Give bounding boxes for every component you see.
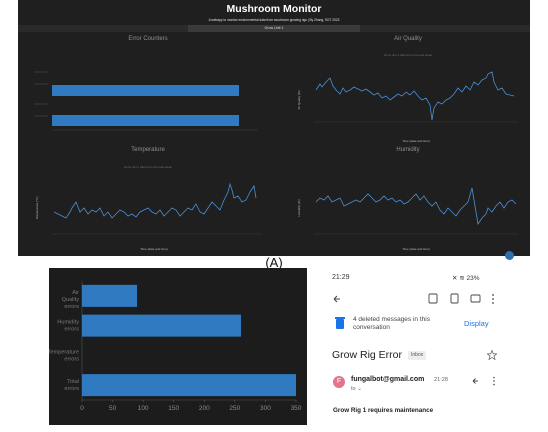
bar-category-label: Air Quality errors	[62, 290, 80, 310]
star-icon[interactable]	[487, 350, 497, 360]
sent-time: 21:28	[434, 377, 448, 383]
dashboard-subtitle: A webapp to monitor environmental data f…	[208, 18, 340, 22]
back-arrow-icon[interactable]	[333, 295, 340, 303]
tab-bar: Grow Unit 1	[18, 25, 530, 32]
air-quality-subtitle: show unit 1 data from the past week	[383, 53, 433, 57]
wifi-icon: ≋	[459, 275, 465, 282]
mail-icon[interactable]	[470, 294, 481, 303]
email-body: Grow Rig 1 requires maintenance	[333, 407, 434, 414]
more-vert-icon[interactable]	[492, 294, 494, 296]
humidity-xlabel: Time (date and time)	[402, 247, 430, 251]
error-counters-title: Error Counters	[128, 36, 168, 42]
email-subject: Grow Rig Error	[332, 349, 403, 361]
message-more-icon[interactable]	[493, 376, 495, 379]
deleted-messages-banner: 4 deleted messages in this conversation	[353, 316, 430, 331]
message-actions	[472, 376, 495, 386]
error-counters-bar	[52, 115, 239, 126]
recipient-line[interactable]: to ⌄	[351, 386, 362, 392]
status-bar-battery: ✕ ≋ 23%	[452, 274, 480, 282]
temperature-xlabel: Time (date and time)	[140, 247, 168, 251]
to-label: to	[351, 386, 356, 392]
error-counters-chart	[34, 71, 258, 131]
sender-address[interactable]: fungalbot@gmail.com	[351, 376, 425, 383]
archive-icon[interactable]	[428, 293, 438, 304]
scroll-fab-button[interactable]	[505, 251, 514, 260]
bar-category-label: Total errors	[64, 379, 79, 392]
error-bar	[82, 284, 138, 307]
display-button[interactable]: Display	[464, 319, 489, 328]
panel-a-caption: (A)	[265, 255, 283, 270]
x-tick-label: 350	[291, 405, 302, 412]
error-bar-chart-panel: Air Quality errors Humidity errors Temperatur…	[48, 268, 307, 425]
dashboard-title: Mushroom Monitor	[226, 3, 322, 15]
chevron-down-icon[interactable]: ⌄	[357, 386, 362, 392]
delete-banner-icon	[335, 317, 345, 329]
error-counters-bar	[52, 85, 239, 96]
tab-right[interactable]	[360, 25, 530, 32]
battery-level: 23%	[466, 275, 480, 282]
air-quality-chart: Time (date and time) Air Quality (%)	[297, 71, 518, 143]
temperature-chart: Time (date and time) Temperature (°C)	[35, 182, 262, 251]
error-bar	[82, 314, 241, 337]
dashboard-window: Mushroom Monitor A webapp to monitor env…	[18, 0, 530, 256]
air-quality-ylabel: Air Quality (%)	[297, 90, 301, 109]
air-quality-title: Air Quality	[394, 36, 422, 42]
x-tick-label: 50	[109, 405, 117, 412]
x-tick-label: 250	[229, 405, 240, 412]
mute-icon: ✕	[452, 275, 458, 282]
humidity-ylabel: Humidity (%)	[297, 199, 301, 216]
air-quality-xlabel: Time (date and time)	[402, 139, 430, 143]
trash-icon[interactable]	[450, 293, 459, 304]
error-bar	[82, 374, 296, 397]
toolbar-icons	[333, 293, 494, 304]
inbox-label-chip[interactable]: Inbox	[408, 351, 427, 360]
air-quality-series-line	[315, 71, 515, 121]
temperature-subtitle: show unit 1 data from the past week	[123, 165, 173, 169]
temperature-ylabel: Temperature (°C)	[35, 196, 39, 219]
reply-icon[interactable]	[472, 378, 478, 384]
humidity-chart: Time (date and time) Humidity (%)	[297, 187, 518, 251]
tab-grow-unit-1[interactable]: Grow Unit 1	[188, 25, 360, 32]
email-screen: 21:29 ✕ ≋ 23% 4 deleted messages in this…	[326, 270, 504, 430]
bar-category-label: Humidity errors	[57, 320, 79, 333]
humidity-series-line	[315, 187, 517, 226]
tab-left[interactable]	[18, 25, 188, 32]
sender-avatar[interactable]: F	[333, 376, 345, 388]
temperature-series-line	[53, 182, 257, 219]
error-bar-chart: Air Quality errors Humidity errors Temperatur…	[48, 281, 302, 412]
humidity-title: Humidity	[396, 147, 420, 153]
status-bar-time: 21:29	[332, 274, 350, 281]
x-tick-label: 100	[138, 405, 149, 412]
temperature-title: Temperature	[131, 147, 165, 153]
x-tick-label: 300	[260, 405, 271, 412]
bar-category-label: Temperature errors	[49, 349, 79, 362]
x-tick-label: 200	[199, 405, 210, 412]
x-tick-label: 150	[168, 405, 179, 412]
x-tick-label: 0	[80, 405, 84, 412]
